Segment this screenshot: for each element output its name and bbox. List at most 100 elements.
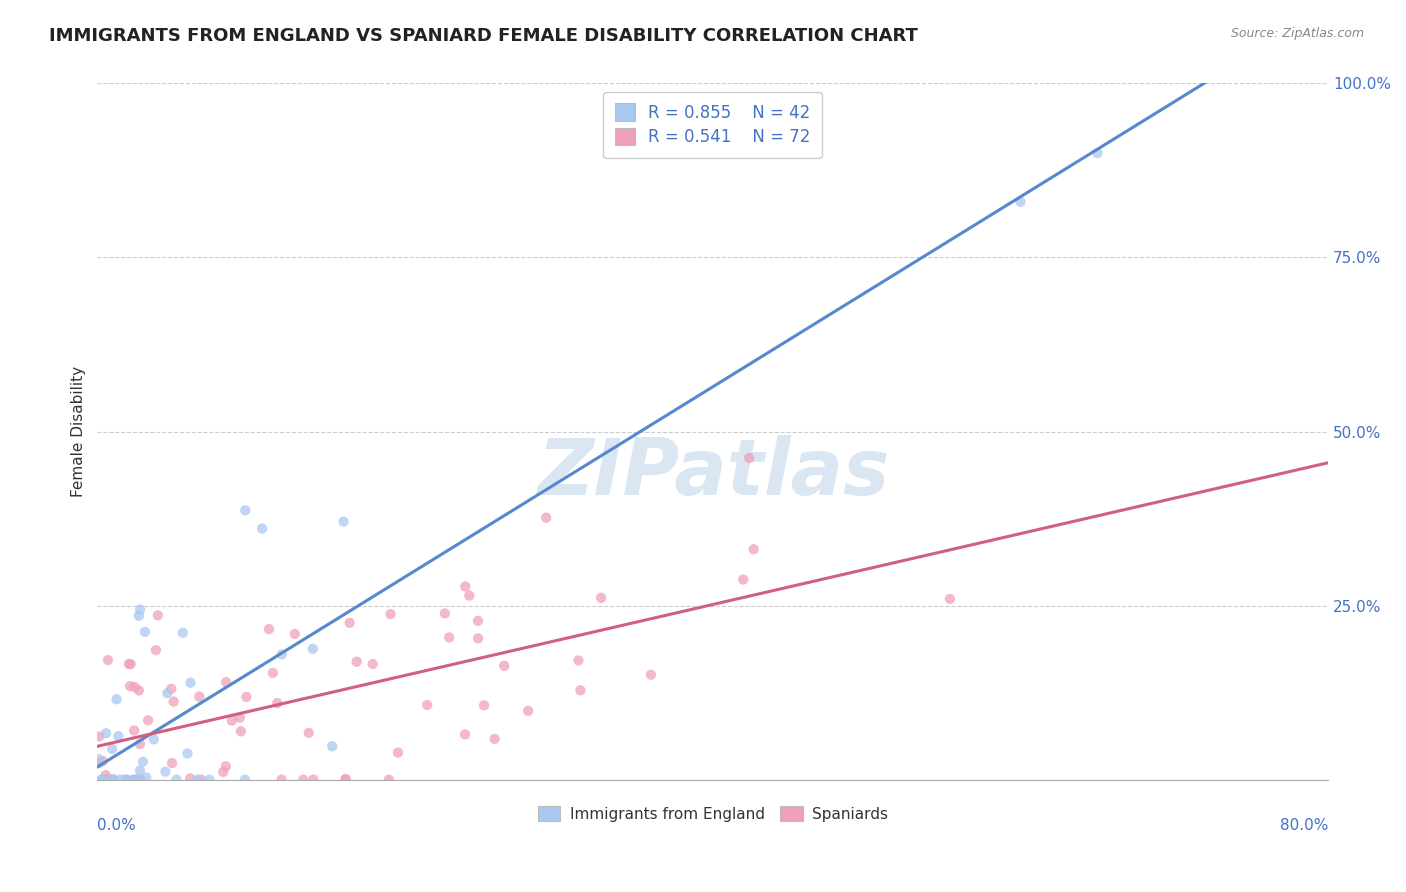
Point	[94, 772, 117, 787]
Point	[198, 772, 221, 787]
Point	[292, 772, 315, 787]
Point	[105, 692, 128, 706]
Point	[335, 772, 357, 787]
Point	[166, 772, 188, 787]
Legend: Immigrants from England, Spaniards: Immigrants from England, Spaniards	[531, 799, 894, 828]
Point	[129, 772, 152, 787]
Point	[128, 737, 150, 751]
Text: 80.0%: 80.0%	[1279, 818, 1329, 833]
Point	[284, 627, 307, 641]
Point	[484, 731, 506, 746]
Point	[437, 631, 460, 645]
Point	[335, 772, 357, 786]
Point	[233, 503, 256, 517]
Text: IMMIGRANTS FROM ENGLAND VS SPANIARD FEMALE DISABILITY CORRELATION CHART: IMMIGRANTS FROM ENGLAND VS SPANIARD FEMA…	[49, 27, 918, 45]
Point	[454, 579, 477, 593]
Point	[127, 772, 149, 787]
Point	[640, 667, 662, 681]
Point	[124, 772, 146, 787]
Point	[89, 730, 111, 744]
Point	[567, 653, 589, 667]
Point	[467, 614, 489, 628]
Point	[87, 752, 110, 766]
Point	[94, 768, 117, 782]
Text: 0.0%: 0.0%	[97, 818, 136, 833]
Point	[346, 655, 368, 669]
Point	[387, 746, 409, 760]
Point	[160, 681, 183, 696]
Point	[100, 772, 122, 787]
Point	[155, 764, 177, 779]
Point	[380, 607, 402, 621]
Point	[136, 714, 159, 728]
Point	[134, 624, 156, 639]
Point	[128, 608, 150, 623]
Point	[115, 772, 138, 787]
Point	[215, 759, 238, 773]
Point	[298, 726, 321, 740]
Point	[120, 657, 142, 672]
Text: ZIPatlas: ZIPatlas	[537, 435, 889, 511]
Point	[416, 698, 439, 712]
Point	[146, 608, 169, 623]
Point	[229, 724, 252, 739]
Point	[534, 510, 557, 524]
Point	[160, 756, 183, 770]
Point	[190, 772, 212, 787]
Point	[187, 772, 209, 787]
Point	[939, 591, 962, 606]
Point	[321, 739, 343, 754]
Y-axis label: Female Disability: Female Disability	[72, 366, 86, 497]
Point	[132, 755, 155, 769]
Point	[122, 723, 145, 738]
Point	[221, 714, 243, 728]
Point	[378, 772, 401, 787]
Point	[215, 675, 238, 690]
Point	[569, 683, 592, 698]
Point	[118, 657, 141, 671]
Point	[115, 772, 138, 787]
Point	[332, 515, 354, 529]
Point	[591, 591, 613, 605]
Point	[472, 698, 495, 713]
Point	[120, 679, 142, 693]
Text: Source: ZipAtlas.com: Source: ZipAtlas.com	[1230, 27, 1364, 40]
Point	[266, 696, 288, 710]
Point	[96, 772, 118, 787]
Point	[107, 729, 129, 743]
Point	[176, 747, 198, 761]
Point	[229, 711, 252, 725]
Point	[128, 683, 150, 698]
Point	[467, 632, 489, 646]
Point	[179, 772, 201, 786]
Point	[129, 772, 152, 787]
Point	[235, 690, 257, 704]
Point	[212, 764, 235, 779]
Point	[91, 754, 114, 768]
Point	[302, 772, 325, 787]
Point	[433, 607, 456, 621]
Point	[103, 772, 125, 787]
Point	[103, 772, 125, 787]
Point	[517, 704, 540, 718]
Point	[91, 772, 114, 787]
Point	[257, 622, 280, 636]
Point	[97, 653, 120, 667]
Point	[121, 772, 143, 787]
Point	[156, 686, 179, 700]
Point	[94, 726, 117, 740]
Point	[1010, 194, 1032, 209]
Point	[458, 589, 481, 603]
Point	[179, 675, 201, 690]
Point	[188, 690, 211, 704]
Point	[270, 772, 292, 787]
Point	[163, 694, 186, 708]
Point	[339, 615, 361, 630]
Point	[262, 665, 284, 680]
Point	[114, 772, 136, 787]
Point	[233, 772, 256, 787]
Point	[494, 658, 516, 673]
Point	[733, 573, 755, 587]
Point	[101, 742, 124, 756]
Point	[270, 648, 292, 662]
